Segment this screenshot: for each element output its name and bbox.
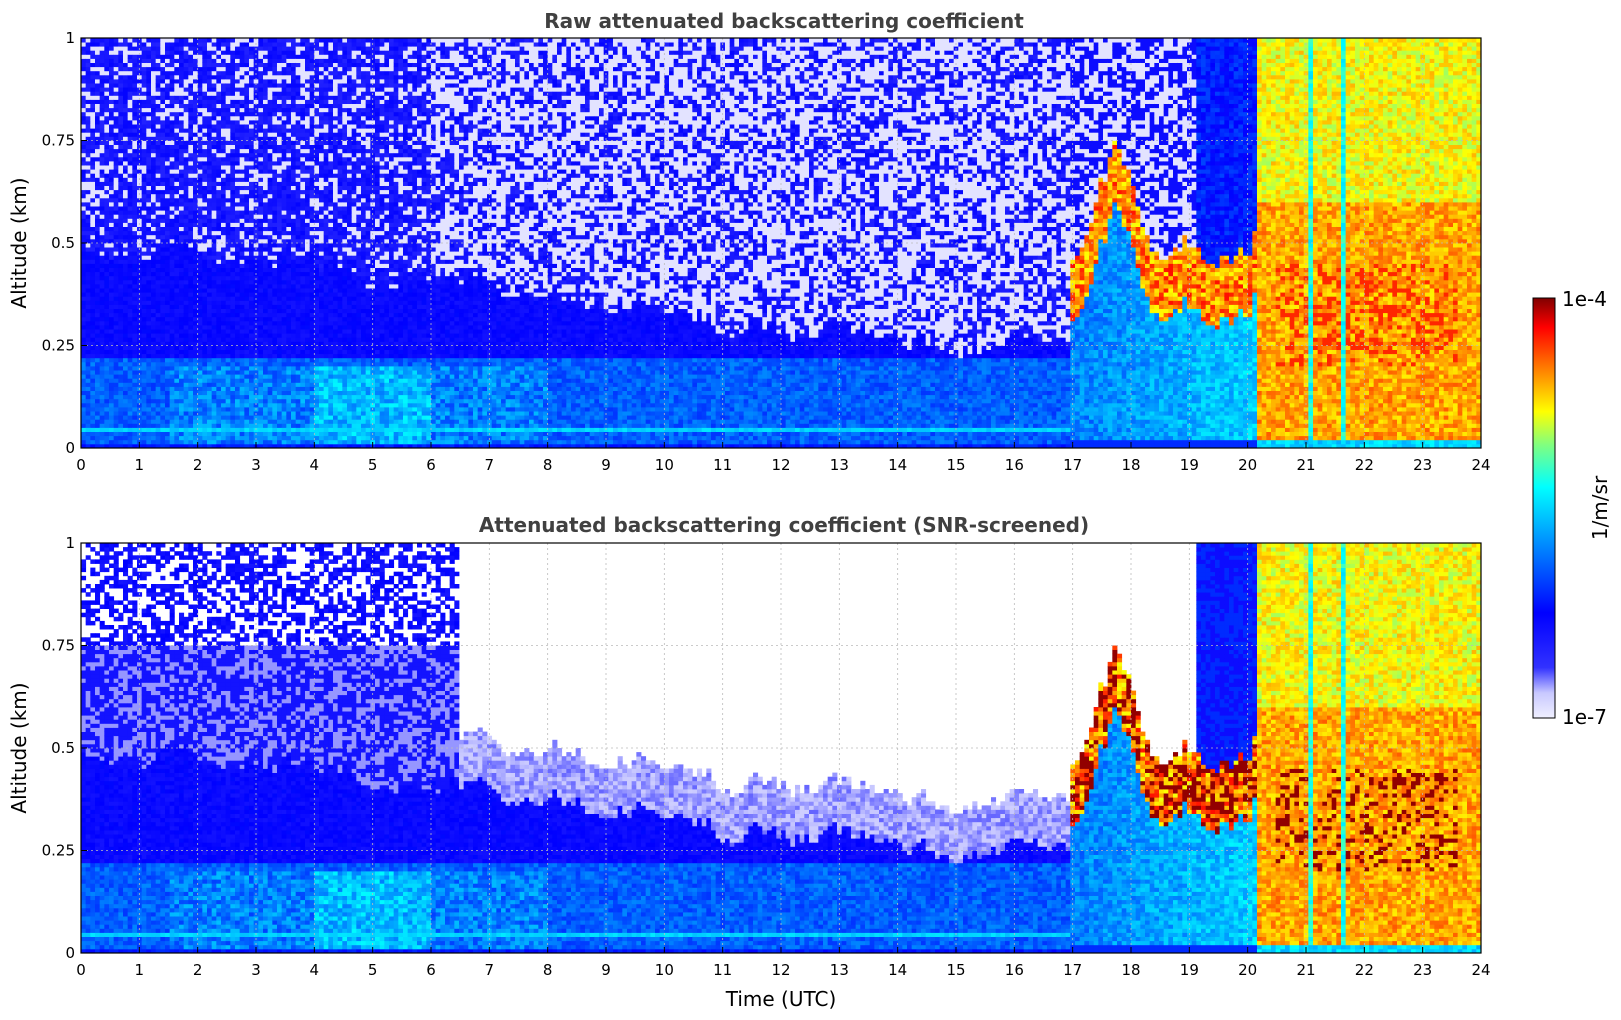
- panel1-y-tick-label: 0.5: [51, 234, 75, 252]
- panel2-x-tick-label: 17: [1063, 961, 1082, 979]
- panel1-x-tick-label: 17: [1063, 456, 1082, 474]
- panel2-x-tick-label: 9: [601, 961, 611, 979]
- panel2-x-tick-label: 2: [193, 961, 203, 979]
- panel2-y-tick-label: 0.5: [51, 739, 75, 757]
- panel2-x-tick-label: 6: [426, 961, 436, 979]
- panel2-x-tick-label: 4: [310, 961, 320, 979]
- panel1-title: Raw attenuated backscattering coefficien…: [544, 9, 1024, 33]
- panel1-x-tick-label: 10: [655, 456, 674, 474]
- panel2-x-ticks: 0 1 2 3 4 5 6 7 8 9 10 11 12 13 14 15 16 17 18 19 20 21 22 23 24: [76, 947, 1491, 979]
- panel2-y-tick-label: 1: [65, 534, 75, 552]
- panel1-x-tick-label: 9: [601, 456, 611, 474]
- panel1-x-ticks: 0 1 2 3 4 5 6 7 8 9 10 11 12 13 14 15 16 17 18 19 20 21 22 23 24: [76, 442, 1491, 474]
- panel1-x-tick-label: 1: [135, 456, 145, 474]
- panel1-y-ticks: 0 0.25 0.5 0.75 1: [42, 29, 87, 457]
- colorbar-gradient: [1532, 297, 1556, 719]
- panel2-x-tick-label: 14: [888, 961, 907, 979]
- panel2-y-tick-label: 0.25: [42, 842, 75, 860]
- raw-backscatter-grid: [81, 38, 1481, 448]
- screened-backscatter-panel: Attenuated backscattering coefficient (S…: [7, 513, 1491, 1011]
- panel2-x-tick-label: 22: [1355, 961, 1374, 979]
- panel1-y-tick-label: 0: [65, 439, 75, 457]
- panel2-x-tick-label: 11: [713, 961, 732, 979]
- panel1-x-tick-label: 24: [1471, 456, 1490, 474]
- screened-backscatter-grid: [81, 543, 1481, 953]
- x-axis-label: Time (UTC): [725, 987, 837, 1011]
- panel1-x-tick-label: 18: [1121, 456, 1140, 474]
- panel2-x-tick-label: 0: [76, 961, 86, 979]
- panel2-x-tick-label: 15: [946, 961, 965, 979]
- colorbar-min-label: 1e-7: [1562, 705, 1607, 729]
- panel1-x-tick-label: 22: [1355, 456, 1374, 474]
- panel2-x-tick-label: 3: [251, 961, 261, 979]
- panel1-x-tick-label: 7: [485, 456, 495, 474]
- panel1-x-tick-label: 20: [1238, 456, 1257, 474]
- panel2-y-tick-label: 0.75: [42, 637, 75, 655]
- panel2-x-tick-label: 23: [1413, 961, 1432, 979]
- panel2-y-axis-label: Altitude (km): [7, 682, 31, 813]
- panel1-x-tick-label: 8: [543, 456, 553, 474]
- panel2-x-tick-label: 1: [135, 961, 145, 979]
- colorbar: 1e-4 1e-7 1/m/sr: [1532, 287, 1612, 729]
- panel1-y-tick-label: 0.25: [42, 337, 75, 355]
- colorbar-max-label: 1e-4: [1562, 287, 1607, 311]
- panel2-x-tick-label: 10: [655, 961, 674, 979]
- panel1-x-tick-label: 12: [771, 456, 790, 474]
- panel2-title: Attenuated backscattering coefficient (S…: [479, 513, 1089, 537]
- panel1-y-tick-label: 0.75: [42, 132, 75, 150]
- panel1-x-tick-label: 21: [1296, 456, 1315, 474]
- panel1-x-tick-label: 19: [1180, 456, 1199, 474]
- panel1-x-tick-label: 0: [76, 456, 86, 474]
- panel2-x-tick-label: 20: [1238, 961, 1257, 979]
- panel2-x-tick-label: 21: [1296, 961, 1315, 979]
- panel2-x-tick-label: 12: [771, 961, 790, 979]
- panel1-x-tick-label: 4: [310, 456, 320, 474]
- panel2-x-tick-label: 19: [1180, 961, 1199, 979]
- panel2-y-ticks: 0 0.25 0.5 0.75 1: [42, 534, 87, 962]
- panel1-x-tick-label: 3: [251, 456, 261, 474]
- panel1-y-tick-label: 1: [65, 29, 75, 47]
- panel2-x-tick-label: 8: [543, 961, 553, 979]
- panel2-x-tick-label: 7: [485, 961, 495, 979]
- colorbar-unit-label: 1/m/sr: [1588, 475, 1612, 540]
- panel1-x-tick-label: 23: [1413, 456, 1432, 474]
- panel1-x-tick-label: 6: [426, 456, 436, 474]
- panel2-x-tick-label: 24: [1471, 961, 1490, 979]
- panel2-x-tick-label: 16: [1005, 961, 1024, 979]
- panel1-x-tick-label: 11: [713, 456, 732, 474]
- panel1-x-tick-label: 15: [946, 456, 965, 474]
- panel1-y-axis-label: Altitude (km): [7, 177, 31, 308]
- panel1-x-tick-label: 14: [888, 456, 907, 474]
- panel1-x-tick-label: 13: [830, 456, 849, 474]
- panel1-x-tick-label: 5: [368, 456, 378, 474]
- panel1-x-tick-label: 16: [1005, 456, 1024, 474]
- panel2-x-tick-label: 5: [368, 961, 378, 979]
- screened-backscatter-heatmap: [81, 543, 1482, 954]
- panel2-x-tick-label: 13: [830, 961, 849, 979]
- panel1-x-tick-label: 2: [193, 456, 203, 474]
- raw-backscatter-panel: Raw attenuated backscattering coefficien…: [7, 9, 1491, 474]
- panel2-y-tick-label: 0: [65, 944, 75, 962]
- panel2-x-tick-label: 18: [1121, 961, 1140, 979]
